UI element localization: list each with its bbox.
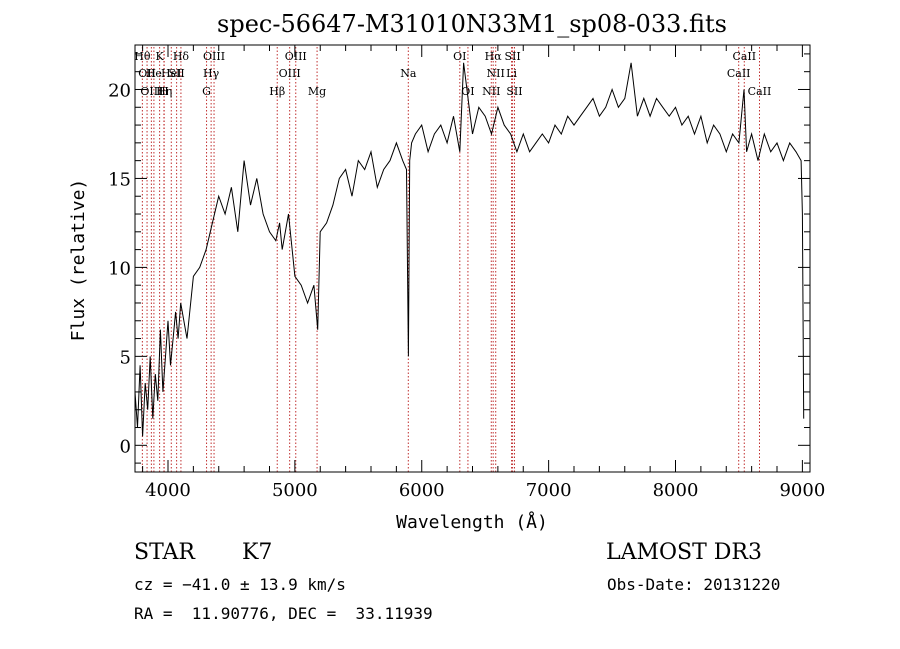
marker-label-4: K	[156, 50, 165, 63]
marker-label-16: Mg	[308, 85, 326, 98]
marker-label-11: Hγ	[203, 67, 220, 80]
spectrum-line-0	[134, 62, 805, 437]
y-axis-label: Flux (relative)	[68, 179, 89, 342]
marker-label-25: SII	[506, 85, 522, 98]
x-tick-label-5: 9000	[779, 480, 825, 501]
marker-label-22: NII	[487, 67, 505, 80]
y-tick-label-1: 5	[120, 347, 131, 368]
marker-label-28: CaII	[748, 85, 772, 98]
marker-label-20: NII	[482, 85, 500, 98]
x-tick-label-4: 8000	[653, 480, 699, 501]
obs-date: Obs-Date: 20131220	[607, 575, 781, 594]
line-markers	[141, 47, 761, 472]
marker-label-13: Hβ	[269, 85, 285, 98]
x-tick-label-0: 4000	[145, 480, 191, 501]
marker-label-5: Hη	[156, 85, 172, 98]
marker-label-9: H	[159, 85, 169, 98]
marker-label-18: OI	[453, 50, 466, 63]
object-class: STAR	[134, 540, 195, 565]
marker-label-21: Hα	[485, 50, 503, 63]
marker-label-15: OIII	[285, 50, 307, 63]
subclass: K7	[242, 540, 273, 565]
y-tick-label-0: 0	[120, 436, 131, 457]
x-tick-label-2: 6000	[399, 480, 445, 501]
spectrum-series	[134, 62, 805, 437]
marker-label-8: Hδ	[173, 50, 190, 63]
y-tick-label-4: 20	[108, 80, 131, 101]
marker-label-19: OI	[461, 85, 474, 98]
marker-label-7: SII	[168, 67, 184, 80]
marker-label-10: G	[202, 85, 211, 98]
y-axis: 0 5 10 15 20	[108, 53, 810, 464]
marker-label-27: CaII	[732, 50, 756, 63]
plot-frame	[134, 44, 811, 473]
x-axis-label: Wavelength (Å)	[396, 511, 548, 533]
x-tick-label-3: 7000	[526, 480, 572, 501]
y-tick-label-3: 15	[108, 169, 131, 190]
redshift-cz: cz = −41.0 ± 13.9 km/s	[134, 575, 346, 594]
marker-label-26: CaII	[727, 67, 751, 80]
chart-title: spec-56647-M31010N33M1_sp08-033.fits	[217, 10, 727, 38]
survey-name: LAMOST DR3	[606, 540, 762, 565]
marker-label-23: Li	[506, 67, 517, 80]
marker-label-17: Na	[400, 67, 417, 80]
marker-label-1: OII	[138, 67, 156, 80]
y-tick-label-2: 10	[108, 258, 131, 279]
marker-label-12: OIII	[203, 50, 225, 63]
marker-label-2: OIII	[140, 85, 162, 98]
x-tick-label-1: 5000	[272, 480, 318, 501]
marker-label-3: He	[146, 67, 162, 80]
marker-label-0: Hθ	[134, 50, 151, 63]
marker-label-6: HeI	[161, 67, 181, 80]
marker-label-24: SII	[504, 50, 520, 63]
marker-label-14: OIII	[279, 67, 301, 80]
coordinates: RA = 11.90776, DEC = 33.11939	[134, 604, 433, 623]
x-axis: 4000 5000 6000 7000 8000 9000	[142, 45, 825, 501]
